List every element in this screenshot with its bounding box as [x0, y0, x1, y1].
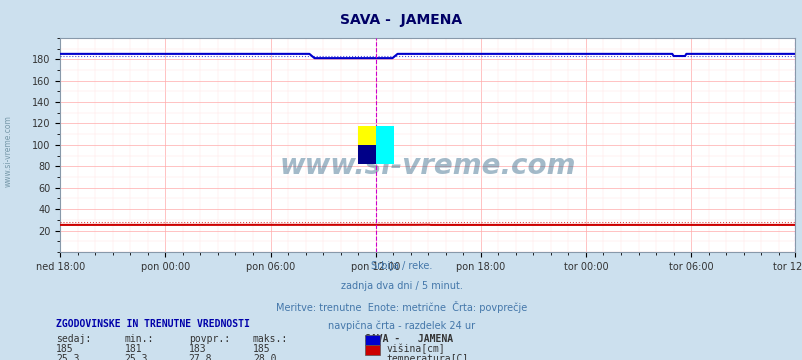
- Text: www.si-vreme.com: www.si-vreme.com: [3, 115, 13, 187]
- Text: temperatura[C]: temperatura[C]: [386, 354, 468, 360]
- Text: zadnja dva dni / 5 minut.: zadnja dva dni / 5 minut.: [340, 281, 462, 291]
- Bar: [375, 126, 393, 164]
- Text: ZGODOVINSKE IN TRENUTNE VREDNOSTI: ZGODOVINSKE IN TRENUTNE VREDNOSTI: [56, 319, 249, 329]
- Text: SAVA -  JAMENA: SAVA - JAMENA: [340, 13, 462, 27]
- Text: www.si-vreme.com: www.si-vreme.com: [279, 152, 575, 180]
- Text: 185: 185: [253, 344, 270, 354]
- Text: povpr.:: povpr.:: [188, 334, 229, 344]
- Text: 27,8: 27,8: [188, 354, 212, 360]
- Bar: [358, 126, 375, 145]
- Text: 25,3: 25,3: [124, 354, 148, 360]
- Text: SAVA -   JAMENA: SAVA - JAMENA: [365, 334, 453, 344]
- Text: višina[cm]: višina[cm]: [386, 344, 444, 354]
- Text: 183: 183: [188, 344, 206, 354]
- Text: Srbija / reke.: Srbija / reke.: [371, 261, 431, 271]
- Text: min.:: min.:: [124, 334, 154, 344]
- Bar: [358, 145, 375, 164]
- Text: 25,3: 25,3: [56, 354, 79, 360]
- Text: Meritve: trenutne  Enote: metrične  Črta: povprečje: Meritve: trenutne Enote: metrične Črta: …: [276, 301, 526, 312]
- Text: 185: 185: [56, 344, 74, 354]
- Text: sedaj:: sedaj:: [56, 334, 91, 344]
- Text: 181: 181: [124, 344, 142, 354]
- Text: navpična črta - razdelek 24 ur: navpična črta - razdelek 24 ur: [327, 320, 475, 331]
- Text: maks.:: maks.:: [253, 334, 288, 344]
- Text: 28,0: 28,0: [253, 354, 276, 360]
